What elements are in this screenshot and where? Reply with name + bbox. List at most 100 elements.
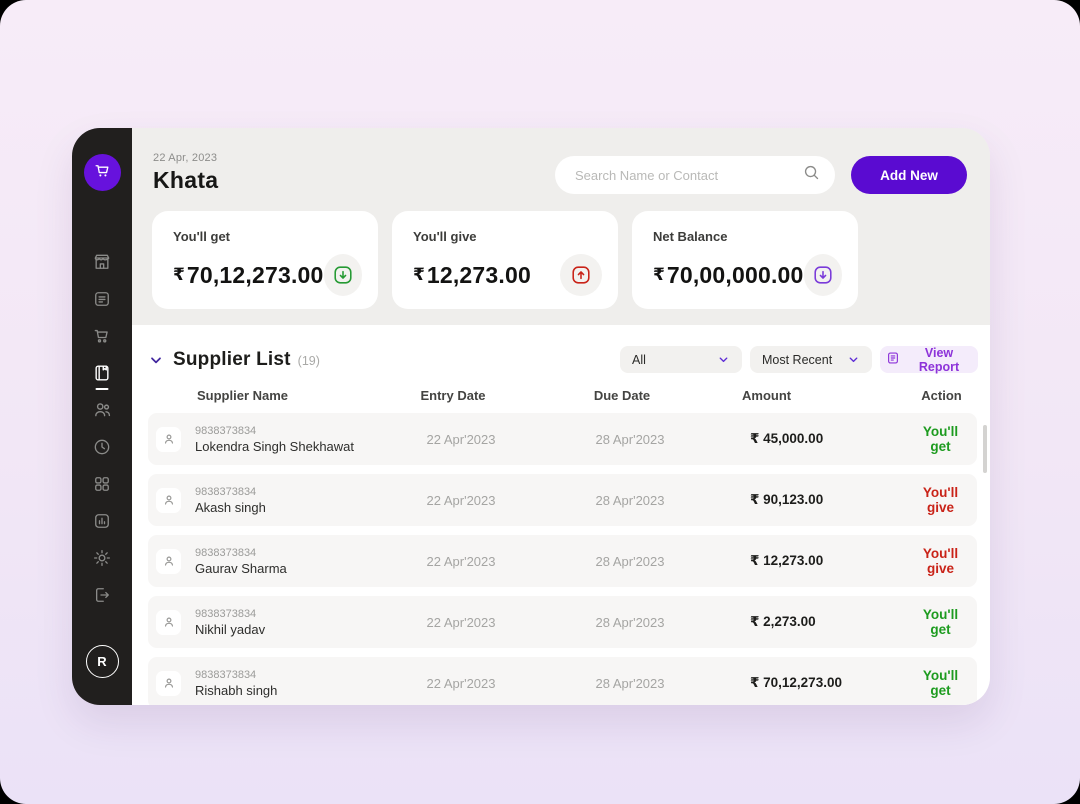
col-supplier-name: Supplier Name — [197, 388, 289, 403]
supplier-phone: 9838373834 — [195, 485, 257, 498]
col-action: Action — [921, 388, 962, 403]
amount-value: ₹ 70,12,273.00 — [750, 675, 842, 690]
list-count: (19) — [297, 354, 320, 368]
due-date: 28 Apr'2023 — [595, 492, 665, 508]
reports-icon — [92, 511, 112, 531]
action-label: You'll get — [922, 424, 959, 454]
supplier-avatar-icon — [156, 548, 181, 574]
col-amount: Amount — [742, 388, 792, 403]
supplier-phone: 9838373834 — [195, 668, 257, 681]
entry-date: 22 Apr'2023 — [426, 492, 496, 508]
table-row[interactable]: 9838373834 Rishabh singh 22 Apr'2023 28 … — [148, 657, 977, 705]
due-date: 28 Apr'2023 — [595, 553, 665, 569]
add-new-button[interactable]: Add New — [851, 156, 967, 194]
arrow-up-badge[interactable] — [560, 254, 602, 296]
card-amount: 12,273.00 — [426, 261, 531, 288]
report-doc-icon — [886, 351, 900, 368]
app-logo[interactable] — [83, 154, 121, 191]
amount-value: ₹ 45,000.00 — [750, 431, 824, 446]
card-amount: 70,00,000.00 — [666, 261, 804, 288]
apps-grid-icon — [92, 474, 112, 494]
table-row[interactable]: 9838373834 Lokendra Singh Shekhawat 22 A… — [148, 413, 977, 465]
user-avatar[interactable]: R — [85, 645, 119, 678]
col-entry-date: Entry Date — [420, 388, 486, 403]
supplier-avatar-icon — [156, 487, 181, 513]
arrow-down-badge[interactable] — [803, 254, 842, 296]
card-label: Net Balance — [653, 229, 728, 244]
scrollbar-thumb[interactable] — [983, 425, 987, 473]
card-youll-get: You'll get ₹ 70,12,273.00 — [152, 211, 378, 309]
shopping-cart-icon — [93, 161, 112, 185]
sidebar-item-khata[interactable] — [89, 362, 115, 383]
sidebar-item-store[interactable] — [89, 251, 115, 272]
supplier-phone: 9838373834 — [195, 607, 257, 620]
summary-cards: You'll get ₹ 70,12,273.00 You'll giv — [152, 211, 990, 309]
collapse-chevron-icon[interactable] — [148, 352, 164, 368]
avatar-letter: R — [97, 654, 107, 669]
rupee-symbol: ₹ — [653, 265, 665, 284]
supplier-name: Rishabh singh — [195, 682, 278, 698]
action-label: You'll give — [922, 546, 959, 576]
sidebar-item-logout[interactable] — [89, 584, 115, 605]
sidebar-item-reports[interactable] — [89, 510, 115, 531]
supplier-avatar-icon — [156, 670, 181, 696]
list-filters: All Most Recent — [620, 346, 978, 374]
view-report-button[interactable]: View Report — [880, 346, 978, 374]
search-icon[interactable] — [802, 163, 821, 187]
search-bar[interactable] — [555, 156, 835, 194]
sidebar-item-history[interactable] — [89, 436, 115, 457]
main-content: 22 Apr, 2023 Khata Add New — [132, 128, 990, 705]
sidebar-item-customers[interactable] — [89, 399, 115, 420]
due-date: 28 Apr'2023 — [595, 431, 665, 447]
title-block: 22 Apr, 2023 Khata — [153, 152, 218, 194]
supplier-name: Lokendra Singh Shekhawat — [195, 438, 355, 454]
list-title: Supplier List — [173, 348, 291, 370]
action-label: You'll get — [922, 668, 959, 698]
sidebar-item-apps[interactable] — [89, 473, 115, 494]
col-due-date: Due Date — [593, 388, 651, 403]
card-net-balance: Net Balance ₹ 70,00,000.00 — [632, 211, 858, 309]
cart-icon — [92, 326, 112, 346]
supplier-name: Akash singh — [195, 499, 266, 515]
supplier-list-panel: Supplier List (19) All Most Recent — [132, 325, 990, 705]
action-label: You'll give — [922, 485, 959, 515]
header-date: 22 Apr, 2023 — [153, 152, 218, 164]
supplier-avatar-icon — [156, 609, 181, 635]
sidebar-item-settings[interactable] — [89, 547, 115, 568]
sidebar-item-bills[interactable] — [89, 288, 115, 309]
app-window: R 22 Apr, 2023 Khata — [72, 128, 990, 705]
amount-value: ₹ 12,273.00 — [750, 553, 824, 568]
bills-icon — [92, 289, 112, 309]
sidebar-item-purchases[interactable] — [89, 325, 115, 346]
history-icon — [92, 437, 112, 457]
arrow-down-badge[interactable] — [323, 254, 362, 296]
chevron-down-icon — [717, 353, 730, 366]
table-row[interactable]: 9838373834 Akash singh 22 Apr'2023 28 Ap… — [148, 474, 977, 526]
supplier-name: Gaurav Sharma — [195, 560, 287, 576]
filter-all-dropdown[interactable]: All — [620, 346, 742, 373]
card-youll-give: You'll give ₹ 12,273.00 — [392, 211, 618, 309]
sidebar: R — [72, 128, 132, 705]
amount-value: ₹ 90,123.00 — [750, 492, 824, 507]
card-label: You'll give — [413, 229, 477, 244]
rupee-symbol: ₹ — [173, 265, 185, 284]
card-label: You'll get — [173, 229, 231, 244]
customers-icon — [92, 399, 113, 420]
entry-date: 22 Apr'2023 — [426, 614, 496, 630]
logout-icon — [92, 585, 112, 605]
entry-date: 22 Apr'2023 — [426, 553, 496, 569]
due-date: 28 Apr'2023 — [595, 675, 665, 691]
sidebar-nav — [89, 251, 115, 605]
filter-all-label: All — [632, 352, 646, 367]
table-row[interactable]: 9838373834 Gaurav Sharma 22 Apr'2023 28 … — [148, 535, 977, 587]
sort-label: Most Recent — [762, 352, 833, 367]
entry-date: 22 Apr'2023 — [426, 431, 496, 447]
khata-book-icon — [92, 363, 112, 383]
sort-dropdown[interactable]: Most Recent — [750, 346, 872, 373]
amount-value: ₹ 2,273.00 — [750, 614, 816, 629]
table-row[interactable]: 9838373834 Nikhil yadav 22 Apr'2023 28 A… — [148, 596, 977, 648]
action-label: You'll get — [922, 607, 959, 637]
supplier-phone: 9838373834 — [195, 546, 257, 559]
search-input[interactable] — [573, 166, 802, 184]
